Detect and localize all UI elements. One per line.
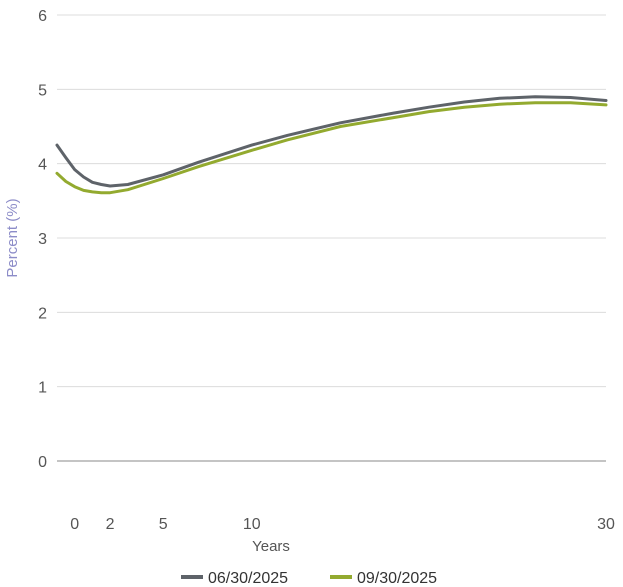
x-tick-label: 30 (597, 516, 615, 533)
y-tick-label: 2 (38, 305, 47, 322)
legend: 06/30/2025 09/30/2025 (181, 570, 437, 587)
series-line-1 (55, 95, 608, 188)
x-tick-label: 5 (159, 516, 168, 533)
gridlines (57, 14, 606, 462)
x-axis-title: Years (252, 538, 290, 555)
y-tick-label: 0 (38, 454, 47, 471)
x-tick-label: 2 (106, 516, 115, 533)
legend-label: 06/30/2025 (208, 570, 288, 587)
y-axis-title: Percent (%) (4, 198, 21, 277)
legend-item: 06/30/2025 (181, 570, 288, 587)
y-tick-label: 1 (38, 380, 47, 397)
x-tick-label: 0 (70, 516, 79, 533)
legend-item: 09/30/2025 (330, 570, 437, 587)
legend-label: 09/30/2025 (357, 570, 437, 587)
x-tick-labels: 0 2 5 10 30 (70, 516, 615, 533)
y-tick-label: 6 (38, 8, 47, 25)
series-lines (55, 95, 608, 195)
y-tick-label: 4 (38, 157, 47, 174)
y-tick-label: 5 (38, 82, 47, 99)
series-line-2 (55, 101, 608, 195)
y-tick-label: 3 (38, 231, 47, 248)
y-tick-labels: 0 1 2 3 4 5 6 (38, 8, 47, 471)
x-tick-label: 10 (243, 516, 261, 533)
